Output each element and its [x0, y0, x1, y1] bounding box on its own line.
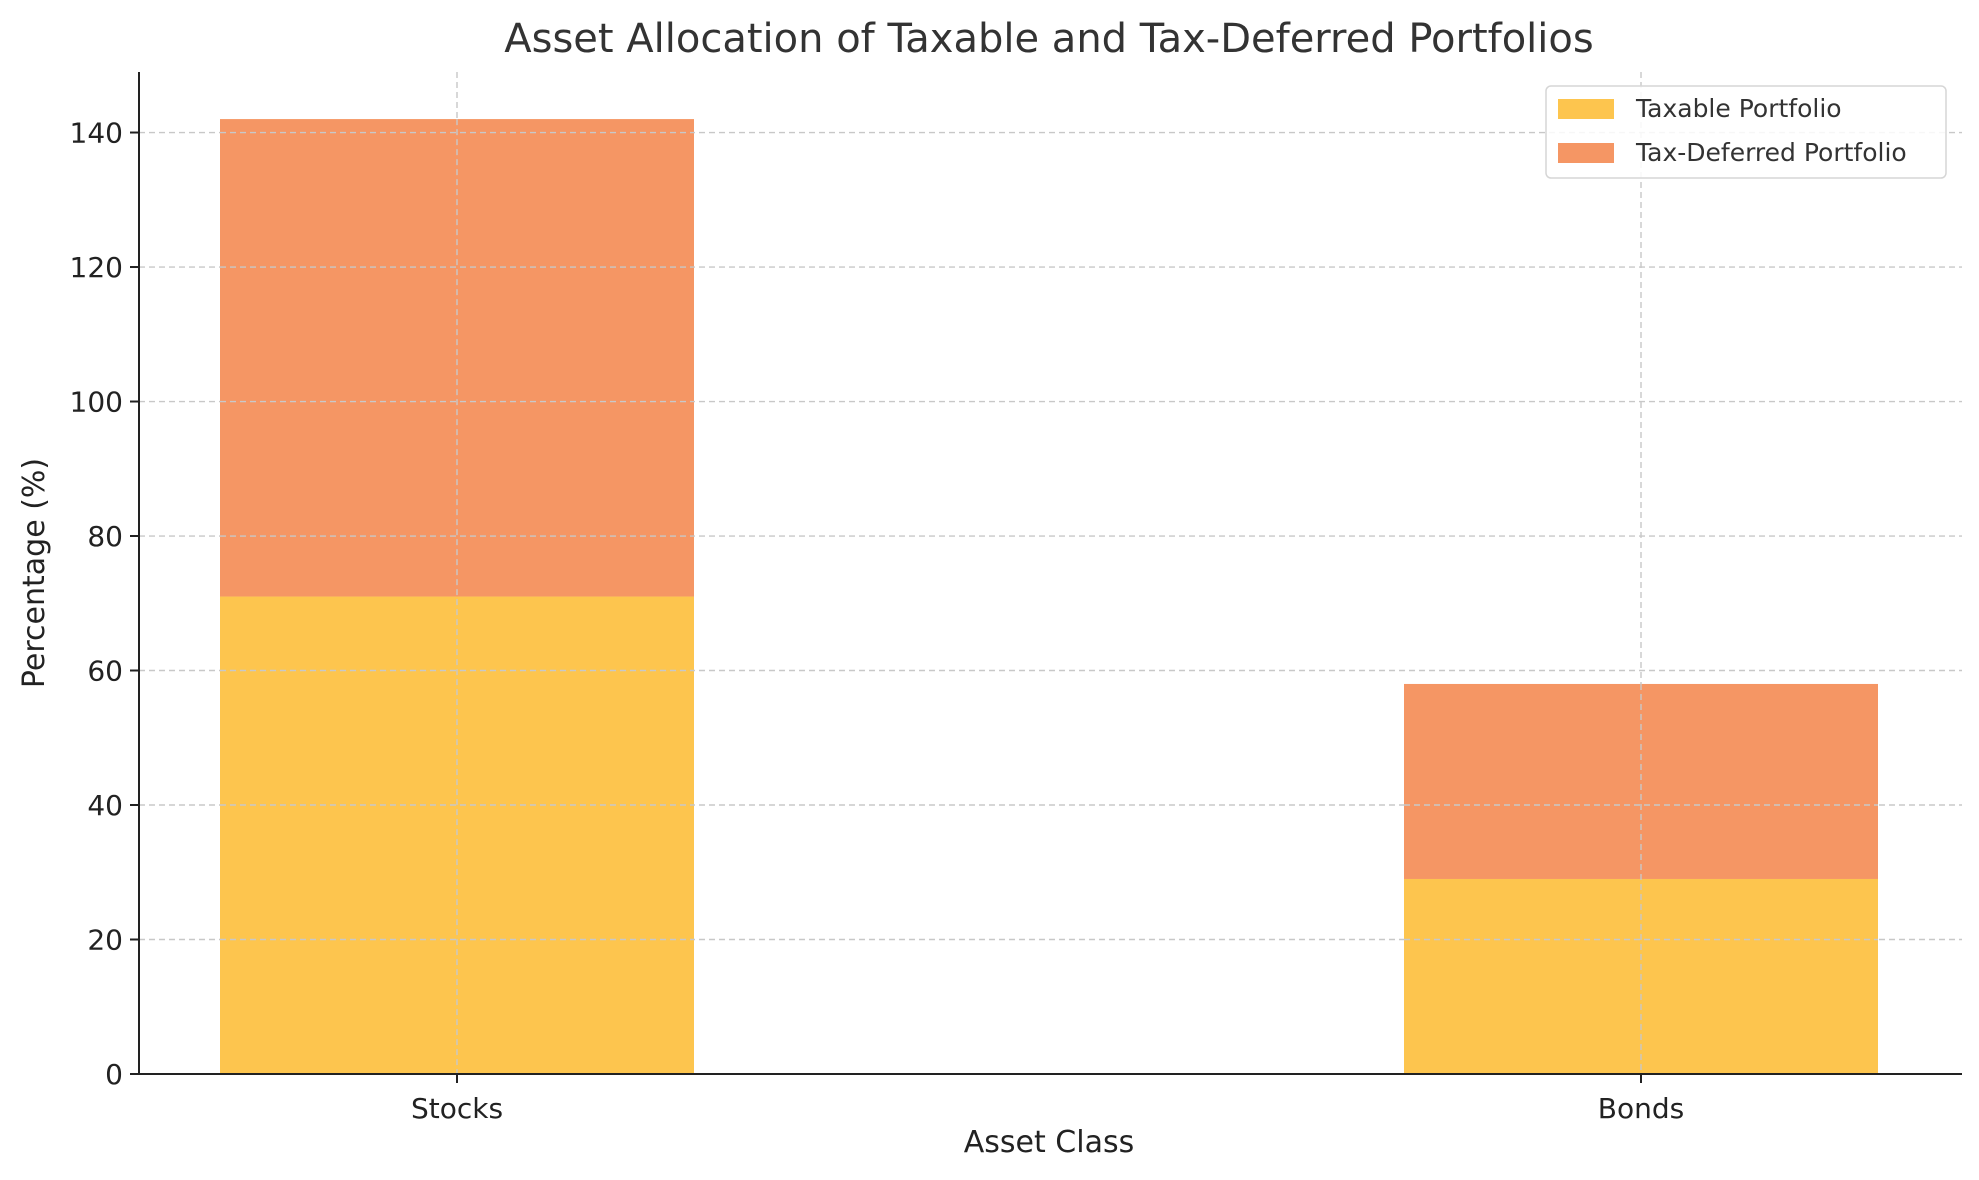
- x-axis-label: Asset Class: [964, 1125, 1134, 1160]
- bar-stocks-tax-deferred: [220, 119, 694, 597]
- y-tick-label: 40: [87, 789, 123, 822]
- x-tick-label: Stocks: [411, 1092, 503, 1125]
- axes-layer: 0 20 40 60 80 100 120 140 Stocks Bonds: [70, 72, 1962, 1125]
- legend-box: [1545, 85, 1947, 179]
- y-tick-label: 20: [87, 924, 123, 957]
- chart-title: Asset Allocation of Taxable and Tax-Defe…: [504, 16, 1593, 62]
- legend: Taxable Portfolio Tax-Deferred Portfolio: [1545, 85, 1947, 179]
- legend-swatch: [1558, 143, 1614, 163]
- legend-label: Taxable Portfolio: [1635, 94, 1842, 123]
- bars-layer: [220, 119, 1878, 1074]
- y-tick-label: 60: [87, 655, 123, 688]
- x-tick-label: Bonds: [1598, 1092, 1684, 1125]
- y-tick-label: 140: [70, 117, 123, 150]
- y-tick-label: 100: [70, 386, 123, 419]
- y-tick-label: 120: [70, 251, 123, 284]
- y-tick-label: 80: [87, 520, 123, 553]
- legend-swatch: [1558, 99, 1614, 119]
- legend-label: Tax-Deferred Portfolio: [1635, 138, 1907, 167]
- y-axis-label: Percentage (%): [17, 458, 52, 688]
- y-tick-label: 0: [105, 1058, 123, 1091]
